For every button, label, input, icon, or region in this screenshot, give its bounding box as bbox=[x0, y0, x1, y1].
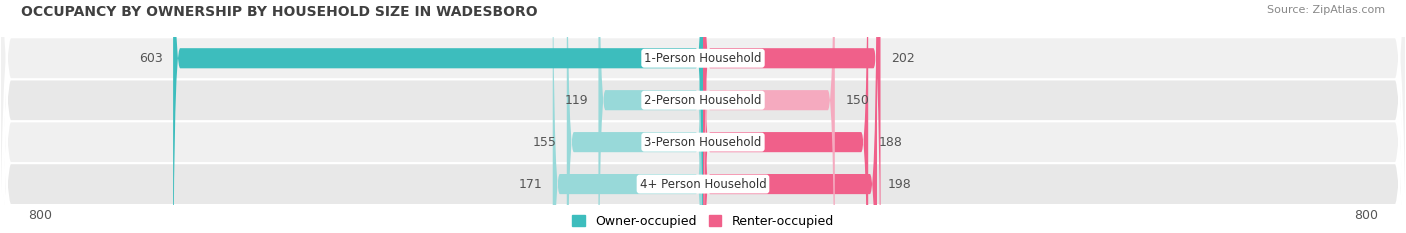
FancyBboxPatch shape bbox=[703, 0, 869, 233]
Text: 800: 800 bbox=[28, 209, 52, 222]
Text: 800: 800 bbox=[1354, 209, 1378, 222]
Text: 603: 603 bbox=[139, 52, 163, 65]
FancyBboxPatch shape bbox=[567, 0, 703, 233]
Text: Source: ZipAtlas.com: Source: ZipAtlas.com bbox=[1267, 5, 1385, 15]
Text: 3-Person Household: 3-Person Household bbox=[644, 136, 762, 149]
Text: 2-Person Household: 2-Person Household bbox=[644, 94, 762, 107]
Text: 198: 198 bbox=[887, 178, 911, 191]
Text: 202: 202 bbox=[891, 52, 915, 65]
Text: 4+ Person Household: 4+ Person Household bbox=[640, 178, 766, 191]
Text: 171: 171 bbox=[519, 178, 543, 191]
Text: 155: 155 bbox=[533, 136, 557, 149]
FancyBboxPatch shape bbox=[703, 0, 880, 233]
Legend: Owner-occupied, Renter-occupied: Owner-occupied, Renter-occupied bbox=[568, 210, 838, 233]
FancyBboxPatch shape bbox=[173, 0, 703, 233]
FancyBboxPatch shape bbox=[553, 0, 703, 233]
FancyBboxPatch shape bbox=[703, 0, 835, 233]
Text: 150: 150 bbox=[845, 94, 869, 107]
Text: 1-Person Household: 1-Person Household bbox=[644, 52, 762, 65]
FancyBboxPatch shape bbox=[703, 0, 877, 233]
Text: OCCUPANCY BY OWNERSHIP BY HOUSEHOLD SIZE IN WADESBORO: OCCUPANCY BY OWNERSHIP BY HOUSEHOLD SIZE… bbox=[21, 5, 537, 19]
Text: 119: 119 bbox=[564, 94, 588, 107]
FancyBboxPatch shape bbox=[599, 0, 703, 233]
Text: 188: 188 bbox=[879, 136, 903, 149]
